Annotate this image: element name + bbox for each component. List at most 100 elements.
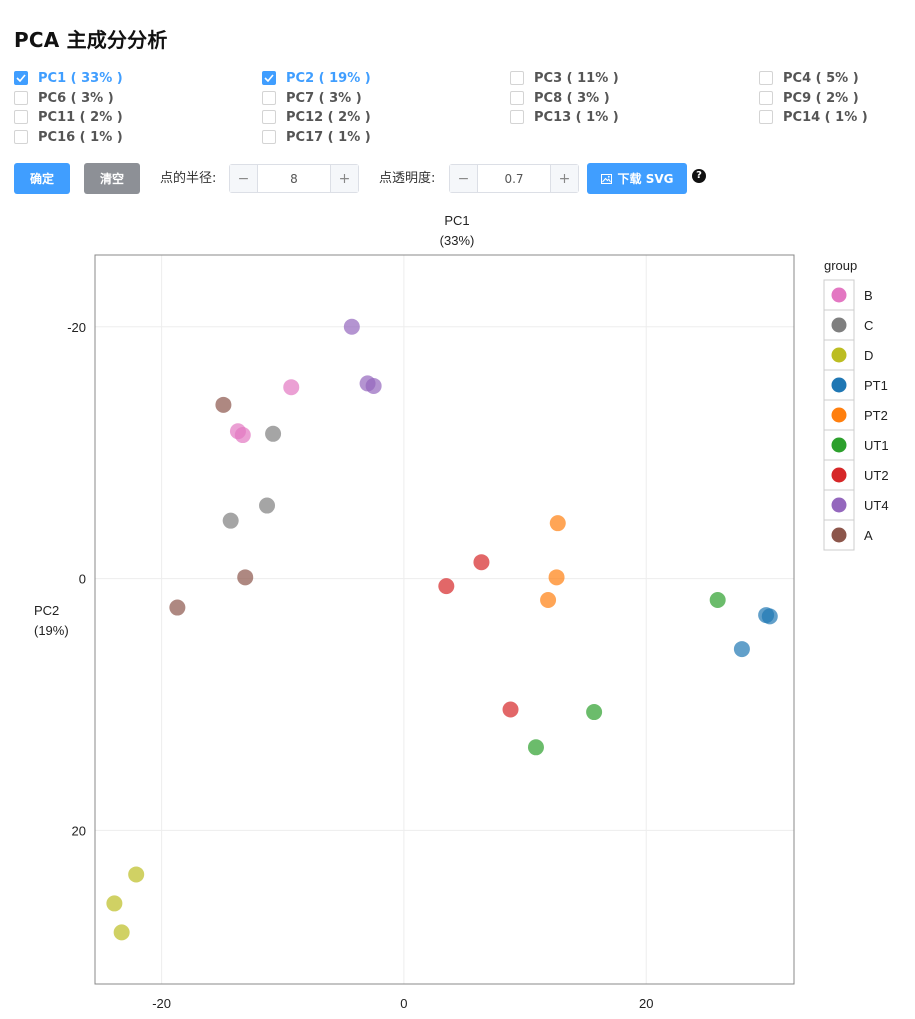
data-point-A[interactable] (215, 396, 232, 413)
radius-input[interactable] (258, 165, 330, 192)
data-point-UT2[interactable] (438, 578, 455, 595)
checkbox-icon[interactable] (759, 110, 773, 124)
legend-swatch-B (831, 287, 847, 303)
data-point-UT2[interactable] (473, 554, 490, 571)
data-point-B[interactable] (283, 379, 300, 396)
pca-scatter-chart: -20 0 20 -20 0 20 PC1 (33%) PC2 (19%) group B… (34, 213, 889, 1011)
pc-checkbox-label: PC17 ( 1% ) (286, 129, 371, 145)
legend-title: group (824, 258, 857, 273)
checkbox-icon[interactable] (14, 130, 28, 144)
legend: group BCD PT1 PT2 UT1 UT2 UT4 A (823, 258, 889, 551)
legend-label: PT2 (864, 408, 888, 423)
data-point-A[interactable] (237, 569, 254, 586)
y-tick-label: 0 (79, 572, 86, 587)
data-point-D[interactable] (106, 895, 123, 912)
clear-button[interactable]: 清空 (84, 163, 140, 194)
pc-checkbox-12[interactable]: PC14 ( 1% ) (759, 108, 868, 126)
pc-checkbox-label: PC9 ( 2% ) (783, 90, 859, 106)
download-svg-label: 下载 SVG (617, 172, 674, 186)
legend-label: UT4 (864, 498, 889, 513)
pc-checkbox-8[interactable]: PC9 ( 2% ) (759, 89, 859, 107)
page-title: PCA 主成分分析 (14, 28, 168, 52)
pc-checkbox-label: PC1 ( 33% ) (38, 70, 123, 86)
pc-checkbox-label: PC13 ( 1% ) (534, 109, 619, 125)
pc-checkbox-4[interactable]: PC4 ( 5% ) (759, 69, 859, 87)
data-point-PT1[interactable] (733, 641, 750, 658)
data-point-UT1[interactable] (586, 704, 603, 721)
radius-stepper: − + (229, 164, 359, 193)
checkbox-checked-icon[interactable] (14, 71, 28, 85)
legend-swatch-C (831, 317, 847, 333)
confirm-button[interactable]: 确定 (14, 163, 70, 194)
data-point-PT2[interactable] (549, 515, 566, 532)
data-point-C[interactable] (259, 497, 276, 514)
data-point-PT2[interactable] (540, 591, 557, 608)
data-point-D[interactable] (113, 924, 130, 941)
opacity-decrement-button[interactable]: − (450, 165, 478, 192)
opacity-input[interactable] (478, 165, 550, 192)
plot-frame (94, 254, 795, 985)
legend-label: UT1 (864, 438, 889, 453)
pc-checkbox-3[interactable]: PC3 ( 11% ) (510, 69, 619, 87)
legend-swatch-A (831, 527, 847, 543)
checkbox-checked-icon[interactable] (262, 71, 276, 85)
pc-checkbox-5[interactable]: PC6 ( 3% ) (14, 89, 114, 107)
help-icon[interactable]: ? (692, 169, 706, 183)
pc-checkbox-1[interactable]: PC1 ( 33% ) (14, 69, 123, 87)
pc-checkbox-label: PC11 ( 2% ) (38, 109, 123, 125)
checkbox-icon[interactable] (14, 91, 28, 105)
checkbox-icon[interactable] (262, 130, 276, 144)
pc-checkbox-11[interactable]: PC13 ( 1% ) (510, 108, 619, 126)
legend-item-box[interactable] (823, 309, 855, 341)
x-tick-label: -20 (152, 996, 171, 1011)
pc-checkbox-7[interactable]: PC8 ( 3% ) (510, 89, 610, 107)
y-axis-subtitle: (19%) (34, 623, 69, 638)
data-point-UT1[interactable] (709, 591, 726, 608)
legend-swatch-PT2 (831, 407, 847, 423)
legend-swatch-D (831, 347, 847, 363)
pc-checkbox-label: PC4 ( 5% ) (783, 70, 859, 86)
pc-checkbox-13[interactable]: PC16 ( 1% ) (14, 128, 123, 146)
checkbox-icon[interactable] (262, 110, 276, 124)
legend-label: D (864, 348, 873, 363)
checkbox-icon[interactable] (14, 110, 28, 124)
data-point-UT1[interactable] (527, 739, 544, 756)
pc-checkbox-14[interactable]: PC17 ( 1% ) (262, 128, 371, 146)
radius-decrement-button[interactable]: − (230, 165, 258, 192)
checkbox-icon[interactable] (759, 91, 773, 105)
data-point-UT4[interactable] (343, 318, 360, 335)
toolbar: 确定 清空 点的半径: − + 点透明度: − + 下载 SVG ? (14, 163, 904, 194)
pc-checkbox-label: PC14 ( 1% ) (783, 109, 868, 125)
data-point-UT2[interactable] (502, 701, 519, 718)
pc-checkbox-10[interactable]: PC12 ( 2% ) (262, 108, 371, 126)
pc-checkbox-2[interactable]: PC2 ( 19% ) (262, 69, 371, 87)
data-point-C[interactable] (222, 512, 239, 529)
pc-checkbox-6[interactable]: PC7 ( 3% ) (262, 89, 362, 107)
pc-checkbox-label: PC16 ( 1% ) (38, 129, 123, 145)
checkbox-icon[interactable] (510, 71, 524, 85)
opacity-label: 点透明度: (379, 171, 436, 186)
image-icon (600, 173, 612, 184)
opacity-increment-button[interactable]: + (550, 165, 578, 192)
data-point-D[interactable] (128, 866, 145, 883)
legend-label: UT2 (864, 468, 889, 483)
legend-label: A (864, 528, 873, 543)
data-point-UT4[interactable] (365, 377, 382, 394)
data-point-PT2[interactable] (548, 569, 565, 586)
radius-label: 点的半径: (160, 171, 217, 186)
legend-swatch-UT4 (831, 497, 847, 513)
checkbox-icon[interactable] (759, 71, 773, 85)
legend-label: PT1 (864, 378, 888, 393)
radius-increment-button[interactable]: + (330, 165, 358, 192)
data-point-PT1[interactable] (761, 608, 778, 625)
pc-checkbox-9[interactable]: PC11 ( 2% ) (14, 108, 123, 126)
data-point-B[interactable] (234, 427, 251, 444)
checkbox-icon[interactable] (510, 110, 524, 124)
data-point-A[interactable] (169, 599, 186, 616)
checkbox-icon[interactable] (510, 91, 524, 105)
y-tick-label: 20 (72, 823, 86, 838)
download-svg-button[interactable]: 下载 SVG (587, 163, 687, 194)
data-point-C[interactable] (265, 425, 282, 442)
checkbox-icon[interactable] (262, 91, 276, 105)
pc-checkbox-label: PC6 ( 3% ) (38, 90, 114, 106)
